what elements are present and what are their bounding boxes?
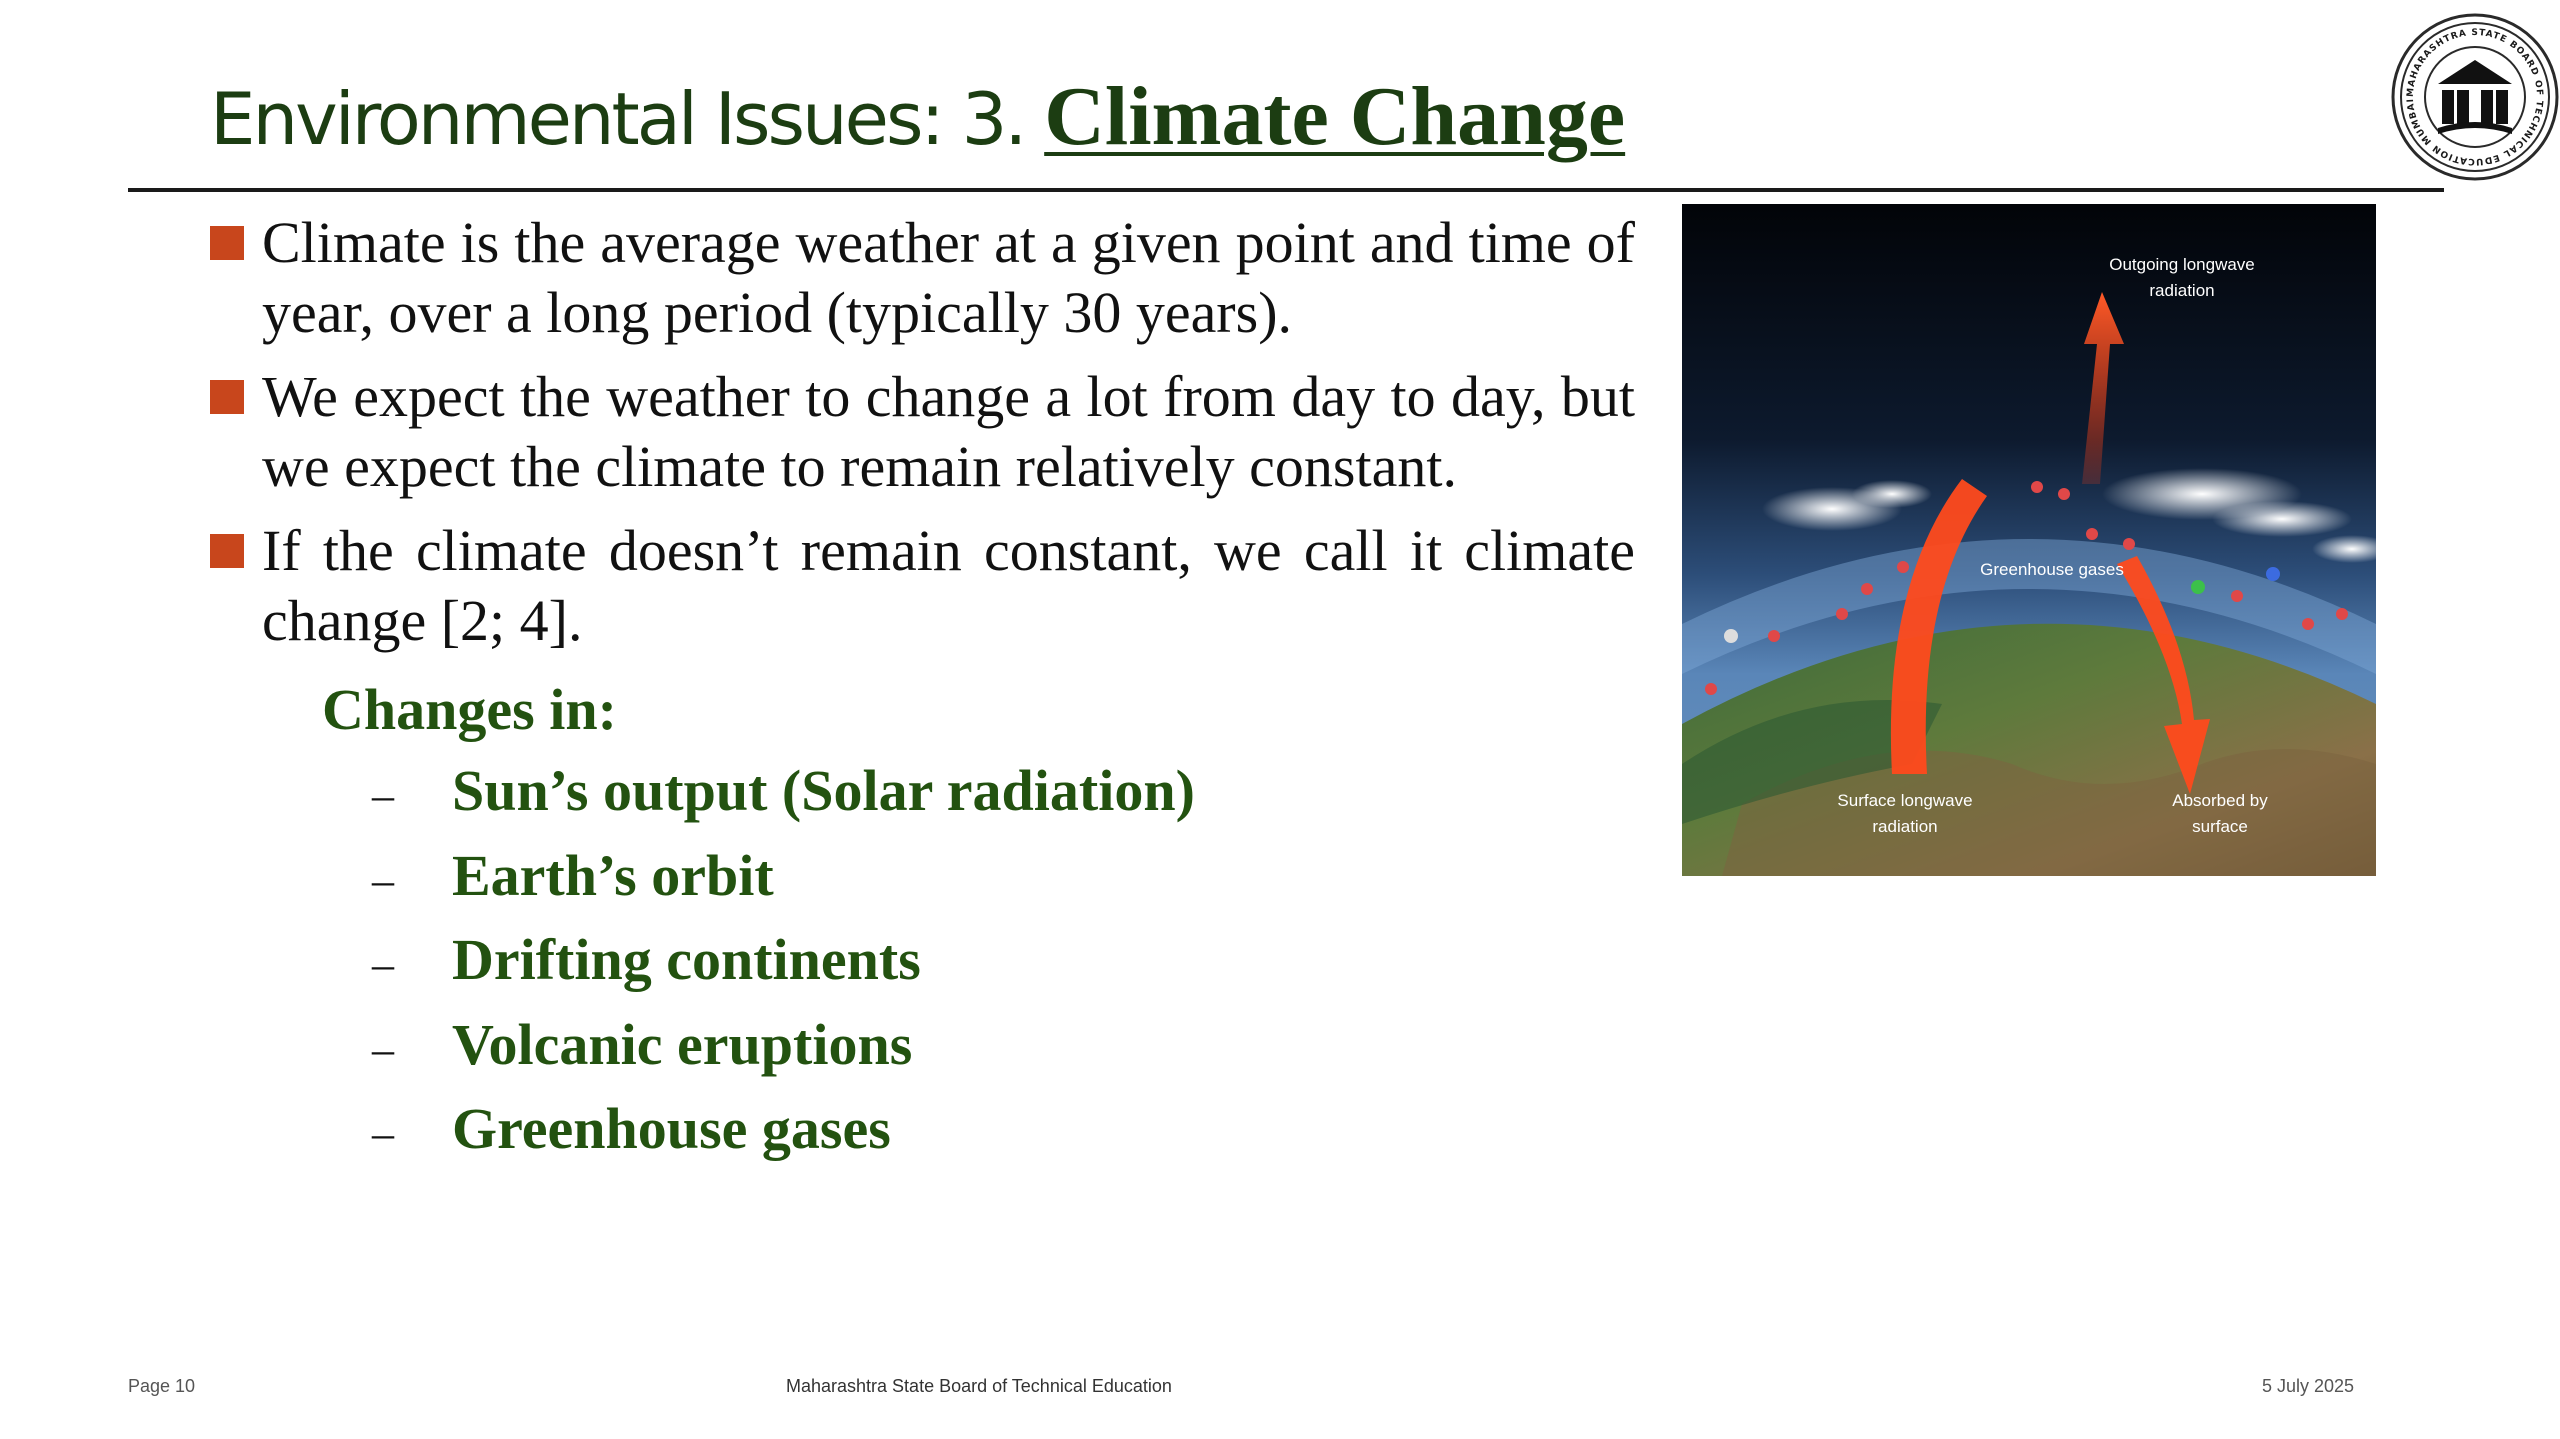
dash-marker: – — [372, 1109, 394, 1158]
change-text: Earth’s orbit — [452, 842, 774, 908]
institution-seal-logo: MAHARASHTRA STATE BOARD OF TECHNICAL EDU… — [2390, 12, 2560, 182]
bullet-text: Climate is the average weather at a give… — [262, 210, 1635, 345]
change-text: Greenhouse gases — [452, 1096, 891, 1161]
slide-title: Environmental Issues: 3. Climate Change — [210, 68, 1625, 168]
title-main: Climate Change — [1044, 70, 1626, 163]
change-item: – Drifting continents — [372, 926, 1195, 1011]
bullet-text: We expect the weather to change a lot fr… — [262, 364, 1635, 499]
absorbed-label-line2: surface — [2192, 817, 2248, 836]
change-text: Drifting continents — [452, 927, 921, 992]
bullet-square-icon — [210, 380, 244, 414]
dash-marker: – — [372, 940, 394, 989]
changes-heading: Changes in: — [322, 677, 617, 742]
change-text: Volcanic eruptions — [452, 1011, 913, 1077]
book-icon — [2438, 60, 2512, 134]
bullet-item: If the climate doesn’t remain constant, … — [210, 516, 1635, 656]
outgoing-label-line2: radiation — [2149, 281, 2214, 300]
bullet-list: Climate is the average weather at a give… — [210, 208, 1635, 670]
dash-marker: – — [372, 855, 394, 905]
footer-page-number: Page 10 — [128, 1376, 196, 1396]
surface-label-line2: radiation — [1872, 817, 1937, 836]
footer-organization: Maharashtra State Board of Technical Edu… — [786, 1376, 1172, 1396]
outgoing-label-line1: Outgoing longwave — [2109, 255, 2255, 274]
bullet-item: Climate is the average weather at a give… — [210, 208, 1635, 348]
bullet-text: If the climate doesn’t remain constant, … — [262, 518, 1635, 653]
change-item: – Greenhouse gases — [372, 1095, 1195, 1180]
change-item: – Volcanic eruptions — [372, 1011, 1195, 1096]
greenhouse-effect-diagram: Outgoing longwave radiation Greenhouse g… — [1682, 204, 2376, 876]
dash-marker: – — [372, 771, 394, 820]
bullet-item: We expect the weather to change a lot fr… — [210, 362, 1635, 502]
footer-date: 5 July 2025 — [2262, 1376, 2355, 1396]
change-item: – Sun’s output (Solar radiation) — [372, 757, 1195, 842]
surface-label-line1: Surface longwave — [1837, 791, 1972, 810]
change-text: Sun’s output (Solar radiation) — [452, 758, 1195, 823]
bullet-square-icon — [210, 534, 244, 568]
change-item: – Earth’s orbit — [372, 842, 1195, 927]
bullet-square-icon — [210, 226, 244, 260]
changes-list: – Sun’s output (Solar radiation) – Earth… — [372, 757, 1195, 1180]
title-prefix: Environmental Issues: 3. — [210, 77, 1045, 161]
title-divider — [128, 188, 2444, 192]
absorbed-label-line1: Absorbed by — [2172, 791, 2268, 810]
greenhouse-gases-label: Greenhouse gases — [1980, 560, 2124, 579]
dash-marker: – — [372, 1024, 394, 1074]
